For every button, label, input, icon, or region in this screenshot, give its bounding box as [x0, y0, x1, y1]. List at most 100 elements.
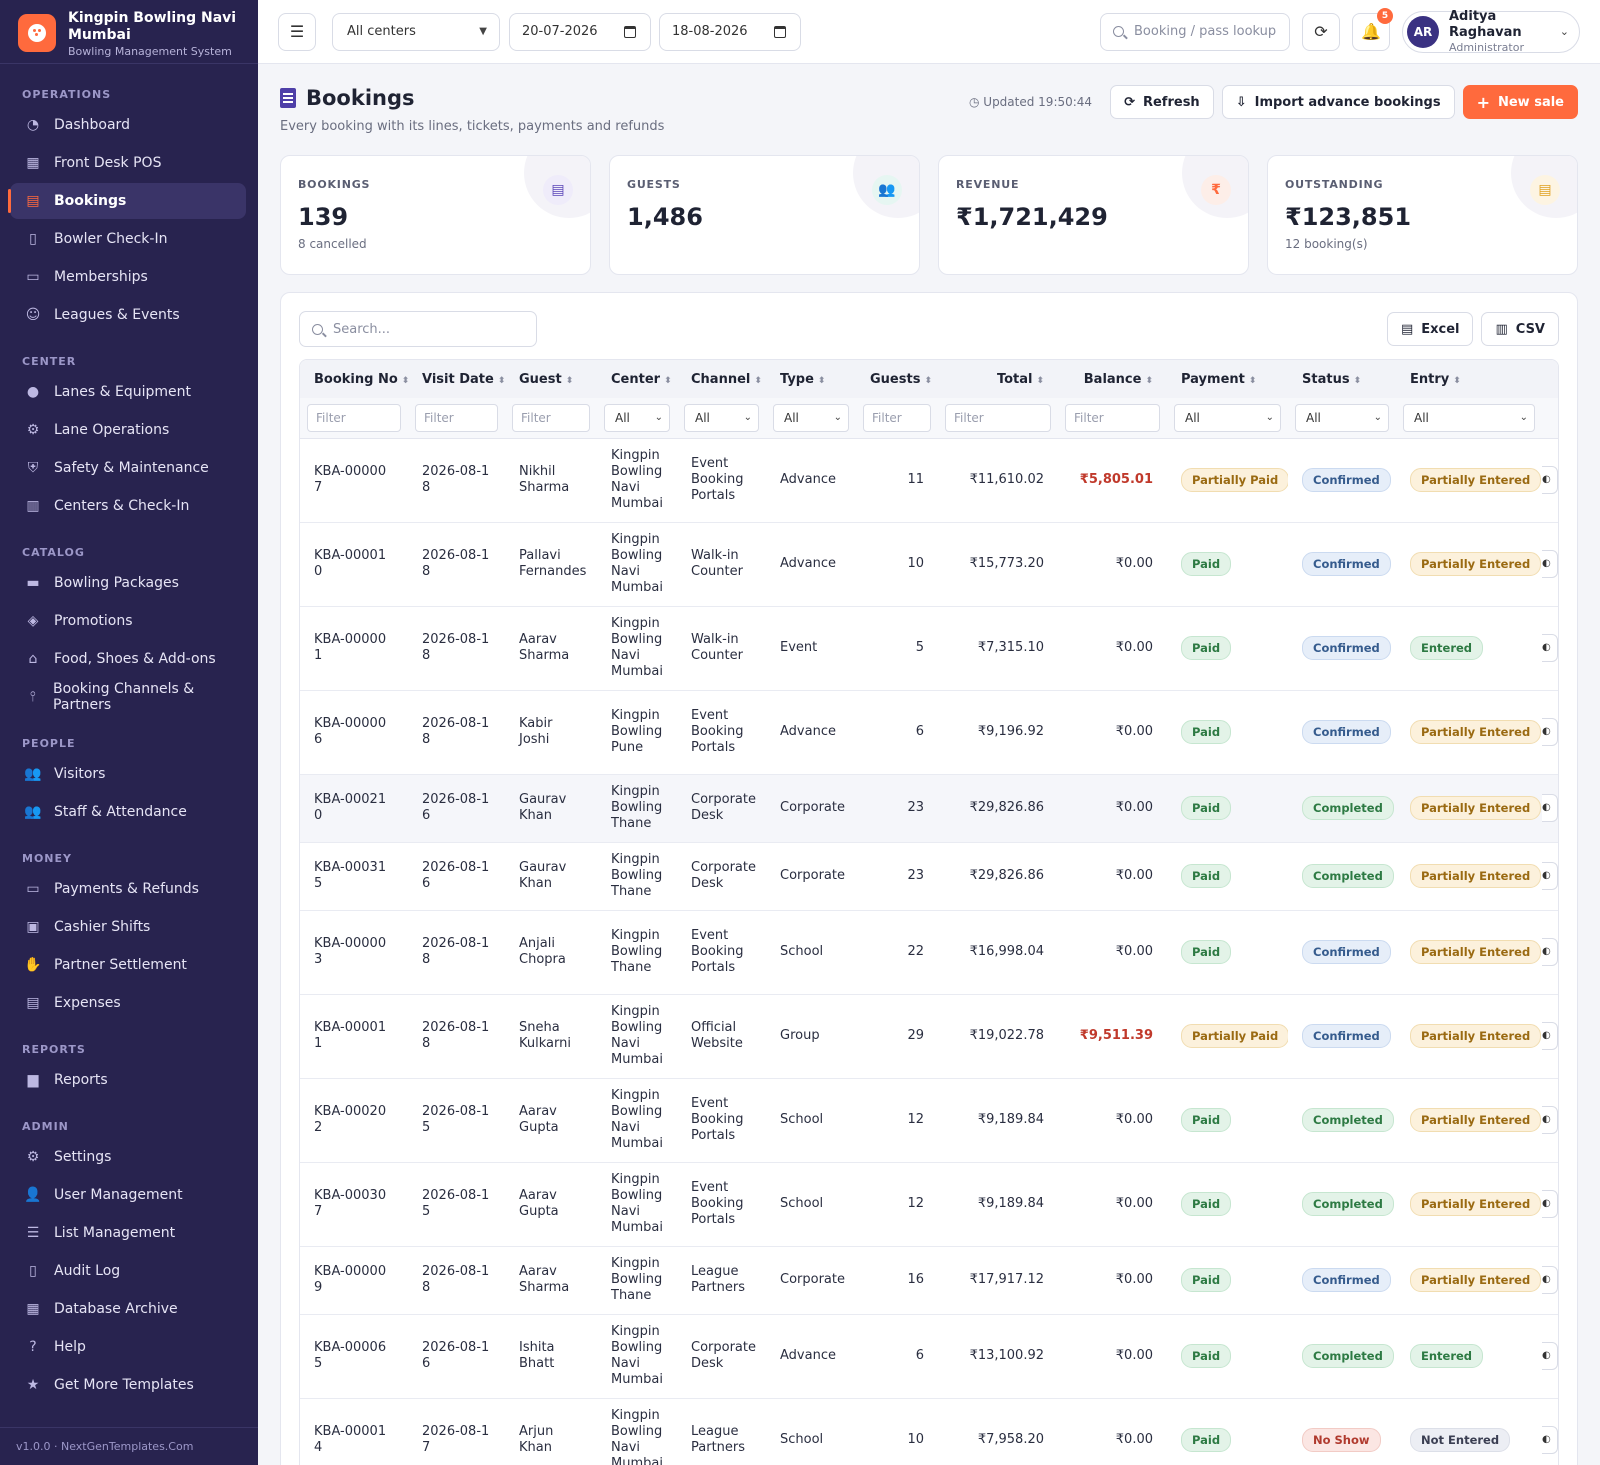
table-row[interactable]: KBA-000315 2026-08-16 Gaurav Khan Kingpin B…: [300, 842, 1558, 911]
column-header-center[interactable]: Center ⬍: [597, 360, 677, 398]
sidebar-item-promotions[interactable]: ◈ Promotions: [10, 603, 246, 639]
filter-select-channel[interactable]: All ⌄: [684, 403, 759, 432]
sidebar-item-help[interactable]: ? Help: [10, 1329, 246, 1365]
sidebar-item-centers-and-check-in[interactable]: ▥ Centers & Check-In: [10, 488, 246, 524]
sidebar-item-dashboard[interactable]: ◔ Dashboard: [10, 107, 246, 143]
column-header-balance[interactable]: Balance ⬍: [1058, 360, 1167, 398]
filter-select-payment[interactable]: All ⌄: [1174, 403, 1281, 432]
column-header-type[interactable]: Type ⬍: [766, 360, 856, 398]
sidebar-item-leagues-and-events[interactable]: ☺ Leagues & Events: [10, 297, 246, 333]
sidebar-item-bowling-packages[interactable]: ▬ Bowling Packages: [10, 565, 246, 601]
notifications-button[interactable]: 🔔 5: [1352, 7, 1393, 51]
table-row[interactable]: KBA-000007 2026-08-18 Nikhil Sharma Kingpin…: [300, 438, 1558, 523]
filter-input-visit-date[interactable]: Filter: [415, 403, 498, 432]
row-actions-button[interactable]: ◐: [1542, 862, 1558, 890]
row-actions-button[interactable]: ◐: [1542, 1022, 1558, 1050]
booking-lookup-input[interactable]: Booking / pass lookup: [1100, 12, 1290, 51]
date-from-input[interactable]: 20-07-2026: [509, 12, 651, 51]
column-header-channel[interactable]: Channel ⬍: [677, 360, 766, 398]
guests-count-cell: 23: [856, 774, 938, 843]
row-actions-button[interactable]: ◐: [1542, 1190, 1558, 1218]
table-row[interactable]: KBA-000001 2026-08-18 Aarav Sharma Kingpin …: [300, 606, 1558, 691]
table-row[interactable]: KBA-000003 2026-08-18 Anjali Chopra Kingpin…: [300, 910, 1558, 995]
sidebar-item-partner-settlement[interactable]: ✋ Partner Settlement: [10, 947, 246, 983]
export-csv-button[interactable]: ▥ CSV: [1481, 312, 1559, 346]
import-advance-bookings-button[interactable]: ⇩ Import advance bookings: [1221, 85, 1455, 119]
column-header-guests[interactable]: Guests ⬍: [856, 360, 938, 398]
table-row[interactable]: KBA-000210 2026-08-16 Gaurav Khan Kingpin B…: [300, 774, 1558, 843]
sidebar-item-audit-log[interactable]: ▯ Audit Log: [10, 1253, 246, 1289]
sidebar-item-food-shoes-and-add-ons[interactable]: ⌂ Food, Shoes & Add-ons: [10, 641, 246, 677]
table-row[interactable]: KBA-000065 2026-08-16 Ishita Bhatt Kingpin …: [300, 1314, 1558, 1399]
sidebar-item-front-desk-pos[interactable]: ▦ Front Desk POS: [10, 145, 246, 181]
table-row[interactable]: KBA-000014 2026-08-17 Arjun Khan Kingpin Bo…: [300, 1398, 1558, 1465]
new-sale-button[interactable]: + New sale: [1462, 85, 1578, 119]
sidebar-item-staff-and-attendance[interactable]: 👥 Staff & Attendance: [10, 794, 246, 830]
table-row[interactable]: KBA-000009 2026-08-18 Aarav Sharma Kingpin …: [300, 1246, 1558, 1315]
sidebar-item-expenses[interactable]: ▤ Expenses: [10, 985, 246, 1021]
menu-toggle-button[interactable]: ☰: [278, 12, 316, 51]
row-actions-button[interactable]: ◐: [1542, 550, 1558, 578]
export-excel-button[interactable]: ▤ Excel: [1386, 312, 1474, 346]
row-actions-button[interactable]: ◐: [1542, 466, 1558, 494]
sidebar-item-payments-and-refunds[interactable]: ▭ Payments & Refunds: [10, 871, 246, 907]
sidebar-item-database-archive[interactable]: ▦ Database Archive: [10, 1291, 246, 1327]
sidebar-item-lane-operations[interactable]: ⚙ Lane Operations: [10, 412, 246, 448]
column-header-status[interactable]: Status ⬍: [1288, 360, 1396, 398]
filter-input-total[interactable]: Filter: [945, 403, 1051, 432]
date-to-input[interactable]: 18-08-2026: [659, 12, 801, 51]
column-header-visit-date[interactable]: Visit Date ⬍: [408, 360, 505, 398]
sidebar-item-booking-channels-and-partners[interactable]: ⫯ Booking Channels & Partners: [10, 679, 246, 715]
refresh-button[interactable]: ⟳ Refresh: [1110, 85, 1214, 119]
table-row[interactable]: KBA-000202 2026-08-15 Aarav Gupta Kingpin B…: [300, 1078, 1558, 1163]
column-header-booking-no[interactable]: Booking No ⬍: [300, 360, 409, 398]
sidebar-item-list-management[interactable]: ☰ List Management: [10, 1215, 246, 1251]
guests-count-cell: 22: [856, 910, 938, 995]
filter-input-booking-no[interactable]: Filter: [307, 403, 401, 432]
sidebar-item-reports[interactable]: ▆ Reports: [10, 1062, 246, 1098]
row-actions-button[interactable]: ◐: [1542, 1426, 1558, 1454]
sidebar-item-bowler-check-in[interactable]: ▯ Bowler Check-In: [10, 221, 246, 257]
row-actions-button[interactable]: ◐: [1542, 794, 1558, 822]
filter-input-guest[interactable]: Filter: [512, 403, 590, 432]
filter-select-center[interactable]: All ⌄: [604, 403, 670, 432]
sidebar-item-lanes-and-equipment[interactable]: ● Lanes & Equipment: [10, 374, 246, 410]
filter-input-guests[interactable]: Filter: [863, 403, 931, 432]
row-actions-button[interactable]: ◐: [1542, 634, 1558, 662]
sidebar-item-settings[interactable]: ⚙ Settings: [10, 1139, 246, 1175]
filter-select-status[interactable]: All ⌄: [1295, 403, 1389, 432]
filter-select-entry[interactable]: All ⌄: [1403, 403, 1535, 432]
table-row[interactable]: KBA-000010 2026-08-18 Pallavi Fernandes Kin…: [300, 522, 1558, 607]
sidebar-item-safety-and-maintenance[interactable]: ⛨ Safety & Maintenance: [10, 450, 246, 486]
row-actions-button[interactable]: ◐: [1542, 1106, 1558, 1134]
entry-status-cell: Partially Entered: [1396, 690, 1542, 775]
table-search-input[interactable]: Search...: [299, 311, 537, 347]
column-header-entry[interactable]: Entry ⬍: [1396, 360, 1542, 398]
filter-select-type[interactable]: All ⌄: [773, 403, 849, 432]
row-actions-button[interactable]: ◐: [1542, 1342, 1558, 1370]
table-row[interactable]: KBA-000011 2026-08-18 Sneha Kulkarni Kingpi…: [300, 994, 1558, 1079]
cash-icon: ▣: [26, 919, 40, 935]
filter-input-balance[interactable]: Filter: [1065, 403, 1160, 432]
table-row[interactable]: KBA-000307 2026-08-15 Aarav Gupta Kingpin B…: [300, 1162, 1558, 1247]
sync-button[interactable]: ⟳: [1302, 12, 1340, 51]
sidebar-item-user-management[interactable]: 👤 User Management: [10, 1177, 246, 1213]
brand[interactable]: Kingpin Bowling Navi Mumbai Bowling Mana…: [0, 0, 258, 64]
sidebar-item-visitors[interactable]: 👥 Visitors: [10, 756, 246, 792]
row-actions-button[interactable]: ◐: [1542, 1266, 1558, 1294]
sidebar-item-cashier-shifts[interactable]: ▣ Cashier Shifts: [10, 909, 246, 945]
column-header-total[interactable]: Total ⬍: [938, 360, 1058, 398]
column-header-guest[interactable]: Guest ⬍: [505, 360, 597, 398]
table-filter-row: Filter Filter Filter All ⌄ All ⌄ All ⌄ Filter Filt…: [300, 398, 1558, 439]
sidebar-item-get-more-templates[interactable]: ★ Get More Templates: [10, 1367, 246, 1403]
visit-date-cell: 2026-08-18: [408, 1246, 505, 1315]
sidebar-item-memberships[interactable]: ▭ Memberships: [10, 259, 246, 295]
table-row[interactable]: KBA-000006 2026-08-18 Kabir Joshi Kingpin B…: [300, 690, 1558, 775]
column-header-payment[interactable]: Payment ⬍: [1167, 360, 1288, 398]
sidebar-item-bookings[interactable]: ▤ Bookings: [8, 183, 246, 219]
user-menu[interactable]: AR Aditya Raghavan Administrator ⌄: [1402, 9, 1580, 54]
channel-cell: League Partners: [677, 1398, 766, 1465]
row-actions-button[interactable]: ◐: [1542, 938, 1558, 966]
center-select[interactable]: All centers ▼: [332, 12, 500, 51]
row-actions-button[interactable]: ◐: [1542, 718, 1558, 746]
